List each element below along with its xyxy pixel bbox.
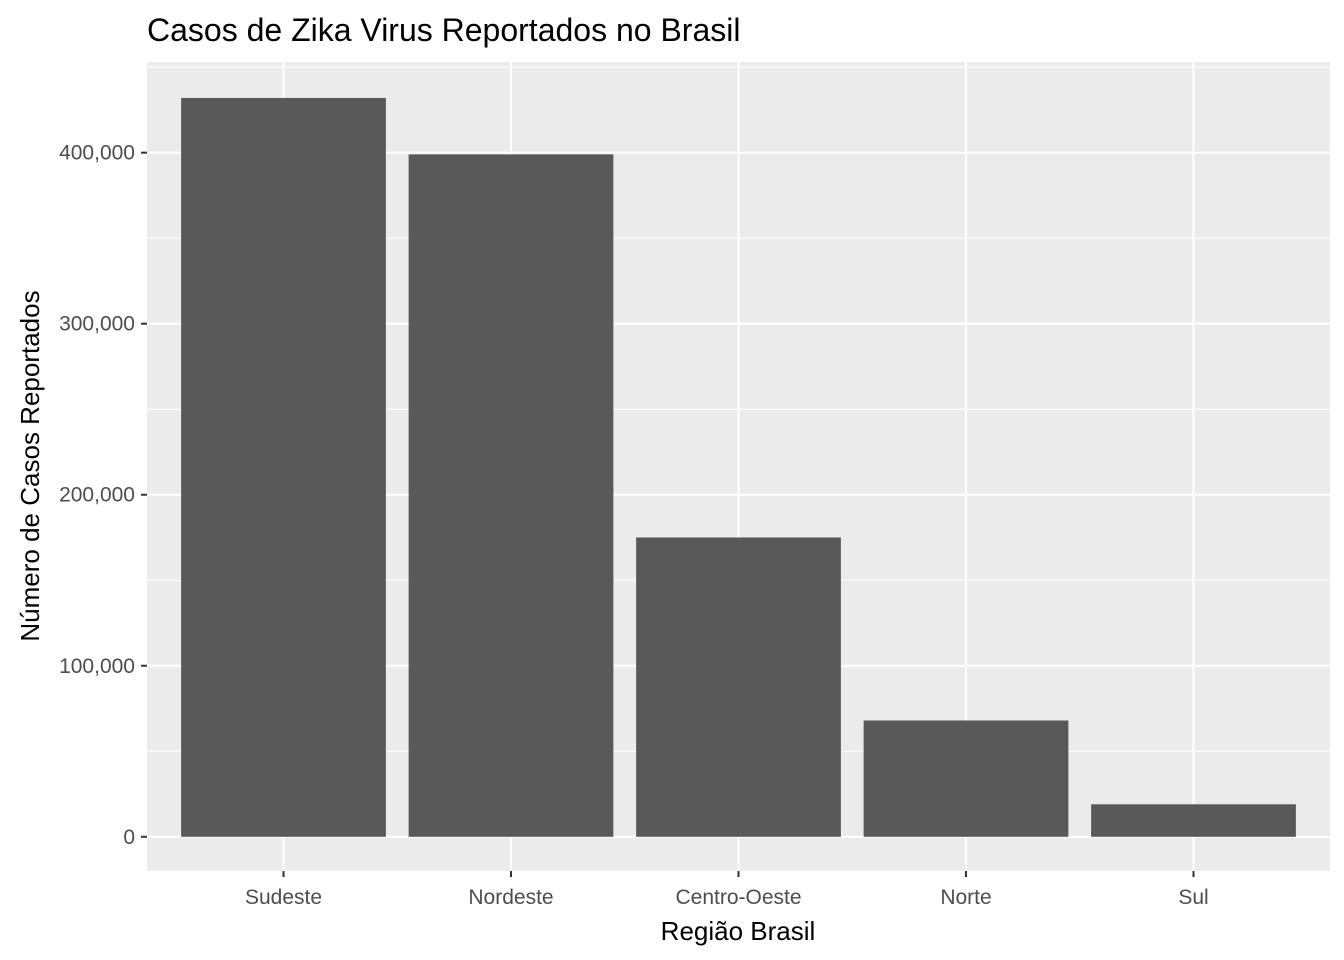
bar-norte <box>863 720 1069 837</box>
y-tick-label: 400,000 <box>59 142 135 165</box>
y-tick-label: 300,000 <box>59 313 135 336</box>
y-tick-label: 0 <box>123 826 135 849</box>
bar-sudeste <box>181 97 386 837</box>
x-axis-title: Região Brasil <box>661 916 816 946</box>
y-tick-label: 200,000 <box>59 484 135 507</box>
x-tick-label: Sul <box>1178 886 1208 909</box>
x-tick-label: Sudeste <box>245 886 322 909</box>
bar-sul <box>1091 804 1296 837</box>
x-tick-label: Norte <box>940 886 991 909</box>
bar-nordeste <box>408 154 614 837</box>
chart-title: Casos de Zika Virus Reportados no Brasil <box>147 12 740 48</box>
bar-centro-oeste <box>636 537 841 837</box>
bars <box>181 97 1296 837</box>
y-tick-label: 100,000 <box>59 655 135 678</box>
x-tick-label: Centro-Oeste <box>675 886 801 909</box>
y-axis: 0 100,000 200,000 300,000 400,000 <box>59 142 147 849</box>
x-tick-label: Nordeste <box>468 886 553 909</box>
y-axis-title: Número de Casos Reportados <box>15 290 45 641</box>
x-axis: Sudeste Nordeste Centro-Oeste Norte Sul <box>245 871 1209 909</box>
